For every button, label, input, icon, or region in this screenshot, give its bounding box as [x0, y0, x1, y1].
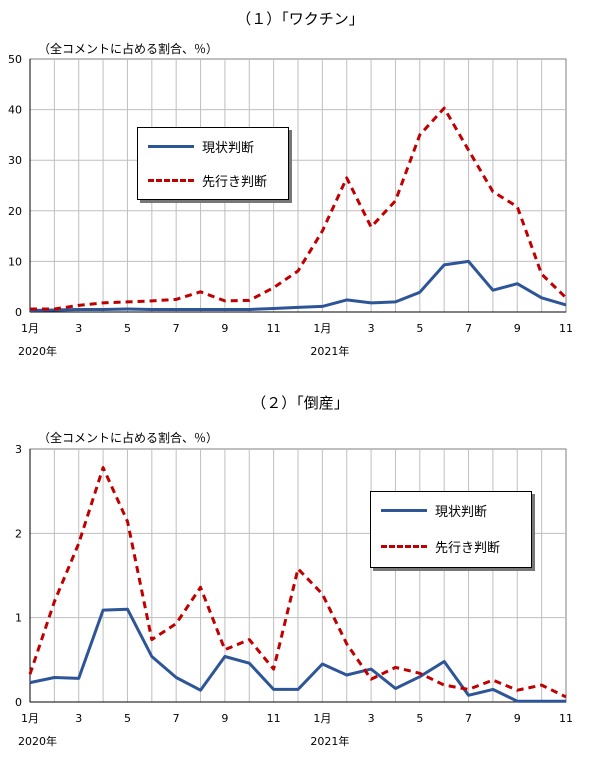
x-tick-label: 5: [416, 712, 423, 725]
y-tick-label: 3: [15, 443, 22, 456]
y-tick-label: 40: [8, 104, 22, 117]
chart-1-legend: 現状判断 先行き判断: [137, 127, 289, 200]
x-tick-label: 11: [559, 322, 573, 335]
y-tick-label: 0: [15, 696, 22, 709]
x-tick-label: 11: [559, 712, 573, 725]
x-tick-label: 7: [465, 322, 472, 335]
y-tick-label: 50: [8, 53, 22, 66]
x-tick-label: 11: [267, 712, 281, 725]
x-tick-label: 11: [267, 322, 281, 335]
legend-swatch-solid: [381, 508, 427, 512]
x-tick-label: 9: [221, 322, 228, 335]
x-tick-label: 9: [221, 712, 228, 725]
legend-item-outlook: 先行き判断: [381, 536, 500, 556]
legend-label-outlook: 先行き判断: [202, 174, 268, 190]
y-tick-label: 1: [15, 612, 22, 625]
year-label: 2021年: [310, 344, 349, 358]
legend-item-current: 現状判断: [148, 136, 254, 156]
x-tick-label: 3: [75, 322, 82, 335]
series-line-current: [29, 259, 567, 312]
y-tick-label: 10: [8, 255, 22, 268]
chart-1-unit-label: （全コメントに占める割合、％）: [38, 42, 219, 56]
x-tick-label: 9: [514, 322, 521, 335]
x-tick-label: 7: [173, 712, 180, 725]
series-line-outlook: [30, 106, 568, 311]
x-tick-label: 5: [124, 322, 131, 335]
legend-item-current: 現状判断: [381, 500, 487, 520]
x-tick-label: 7: [173, 322, 180, 335]
x-tick-label: 1月: [21, 322, 39, 335]
year-label: 2020年: [18, 734, 57, 748]
x-tick-label: 3: [368, 322, 375, 335]
x-tick-label: 3: [368, 712, 375, 725]
series-line-outlook: [28, 466, 567, 699]
chart-2-title: （２）「倒産」: [251, 394, 349, 412]
y-tick-label: 0: [15, 306, 22, 319]
y-tick-label: 20: [8, 205, 22, 218]
chart-1-title: （１）「ワクチン」: [236, 10, 364, 28]
x-tick-label: 5: [124, 712, 131, 725]
legend-label-current: 現状判断: [435, 504, 488, 520]
legend-label-outlook: 先行き判断: [435, 540, 501, 556]
y-tick-label: 2: [15, 527, 22, 540]
x-tick-label: 9: [514, 712, 521, 725]
year-label: 2020年: [18, 344, 57, 358]
chart-2-legend: 現状判断 先行き判断: [370, 491, 532, 568]
series-line-current: [29, 607, 566, 703]
legend-swatch-dashed: [148, 178, 194, 182]
x-tick-label: 1月: [313, 322, 331, 335]
legend-swatch-dashed: [381, 544, 427, 548]
chart-1-vaccine: 0 10 20 30 40 50 1月 3 5 7 9 11 1月 3 5 7 9 11 2020年 2021年: [8, 53, 573, 358]
legend-swatch-solid: [148, 144, 194, 148]
x-tick-label: 1月: [313, 712, 331, 725]
x-tick-label: 1月: [21, 712, 39, 725]
year-label: 2021年: [310, 734, 349, 748]
y-tick-label: 30: [8, 154, 22, 167]
x-tick-label: 3: [75, 712, 82, 725]
legend-item-outlook: 先行き判断: [148, 170, 267, 190]
x-tick-label: 5: [416, 322, 423, 335]
chart-2-unit-label: （全コメントに占める割合、％）: [38, 431, 219, 445]
x-tick-label: 7: [465, 712, 472, 725]
legend-label-current: 現状判断: [202, 140, 255, 156]
